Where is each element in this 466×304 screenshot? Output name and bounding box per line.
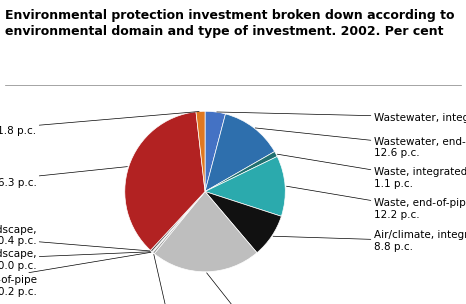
Wedge shape — [153, 192, 205, 254]
Wedge shape — [154, 192, 257, 272]
Wedge shape — [205, 157, 285, 216]
Wedge shape — [205, 192, 281, 253]
Text: Environmental protection investment broken down according to
environmental domai: Environmental protection investment brok… — [5, 9, 454, 38]
Wedge shape — [152, 192, 205, 252]
Text: Waste, integrated
1.1 p.c.: Waste, integrated 1.1 p.c. — [277, 154, 466, 189]
Text: Other, end-of-pipe 1.8 p.c.: Other, end-of-pipe 1.8 p.c. — [0, 112, 199, 136]
Wedge shape — [205, 151, 277, 192]
Text: Wastewater, integrated 4.1 p.c.: Wastewater, integrated 4.1 p.c. — [217, 112, 466, 123]
Wedge shape — [196, 111, 205, 192]
Wedge shape — [125, 112, 205, 250]
Wedge shape — [205, 111, 226, 192]
Text: Soil and groundwater, end-of-pipe
0.2 p.c.: Soil and groundwater, end-of-pipe 0.2 p.… — [0, 252, 151, 297]
Text: Biodiversity and landscape,
integrated 0.0 p.c.: Biodiversity and landscape, integrated 0… — [0, 249, 151, 271]
Text: Waste, end-of-pipe
12.2 p.c.: Waste, end-of-pipe 12.2 p.c. — [287, 186, 466, 220]
Text: Air/climate, end-of-pipe
22.1 p.c.: Air/climate, end-of-pipe 22.1 p.c. — [188, 273, 311, 304]
Wedge shape — [205, 114, 274, 192]
Wedge shape — [152, 192, 205, 252]
Text: Wastewater, end-of-pipe
12.6 p.c.: Wastewater, end-of-pipe 12.6 p.c. — [255, 128, 466, 158]
Wedge shape — [151, 192, 205, 252]
Text: Other, integrated 36.3 p.c.: Other, integrated 36.3 p.c. — [0, 167, 127, 188]
Text: Air/climate, integrated
8.8 p.c.: Air/climate, integrated 8.8 p.c. — [273, 230, 466, 252]
Text: Biodiversity and landscape,
end-of-pipe 0.4 p.c.: Biodiversity and landscape, end-of-pipe … — [0, 225, 150, 251]
Text: Soil and groundwater, integrated 0.4 p.c.: Soil and groundwater, integrated 0.4 p.c… — [62, 254, 276, 304]
